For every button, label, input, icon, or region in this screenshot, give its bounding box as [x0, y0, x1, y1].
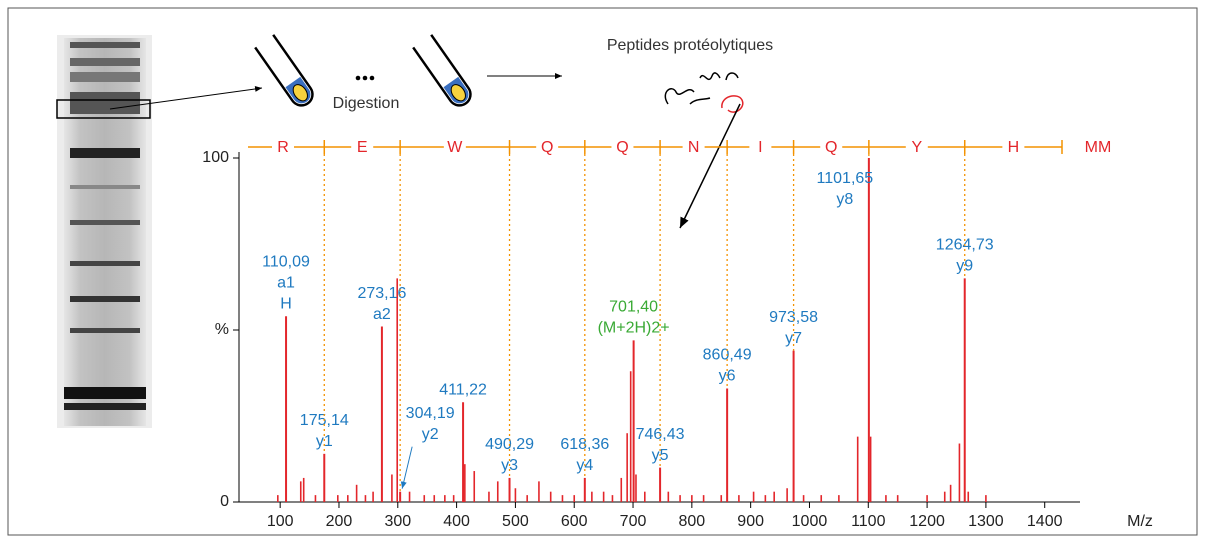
x-tick-label: 1400: [1027, 513, 1063, 530]
y-tick-label: 100: [202, 149, 229, 166]
peak-label: 701,40: [609, 299, 658, 316]
step-label: Digestion: [333, 95, 400, 112]
peak-label: 1101,65: [817, 170, 874, 187]
x-tick-label: 200: [326, 513, 353, 530]
residue: R: [277, 139, 289, 156]
residue: N: [688, 139, 700, 156]
figure: Digestion Peptides protéolytiques 0% 100 1…: [0, 0, 1205, 542]
x-tick-label: 1300: [968, 513, 1004, 530]
peak-label: 110,09: [262, 253, 310, 270]
peak-label: 411,22: [439, 381, 487, 398]
peak-label: 973,58: [769, 309, 818, 326]
residue: W: [447, 139, 463, 156]
x-tick-label: 900: [737, 513, 764, 530]
residue: E: [357, 139, 368, 156]
residue: Y: [911, 139, 922, 156]
residue: Q: [616, 139, 628, 156]
y-tick-label: 0: [220, 493, 229, 510]
peak-label: a1: [277, 274, 295, 291]
sequence-end-label: MM: [1085, 139, 1112, 156]
peak-label: 273,16: [357, 285, 406, 302]
y-tick-label: %: [215, 321, 229, 338]
peak-label: a2: [373, 306, 391, 323]
x-axis-label: M/z: [1127, 513, 1153, 530]
peak-label: 304,19: [406, 405, 455, 422]
residue: H: [1008, 139, 1020, 156]
residue: Q: [541, 139, 553, 156]
peak-label: y2: [422, 426, 439, 443]
peak-label: H: [280, 295, 292, 312]
x-tick-label: 700: [620, 513, 647, 530]
gel: [57, 35, 262, 428]
tube: [413, 35, 475, 110]
leader: [402, 447, 412, 489]
residue: Q: [825, 139, 837, 156]
frame: [8, 8, 1197, 535]
residue: I: [758, 139, 762, 156]
tube: [255, 35, 317, 110]
x-tick-label: 800: [678, 513, 705, 530]
x-tick-label: 1000: [792, 513, 828, 530]
x-tick-label: 1100: [851, 513, 886, 530]
x-tick-label: 500: [502, 513, 529, 530]
x-tick-label: 400: [443, 513, 470, 530]
x-tick-label: 600: [561, 513, 588, 530]
schematic-title: Peptides protéolytiques: [607, 37, 773, 54]
ellipsis: [356, 76, 375, 81]
x-tick-label: 1200: [909, 513, 945, 530]
x-tick-label: 100: [267, 513, 294, 530]
x-tick-label: 300: [384, 513, 411, 530]
peak-label: (M+2H)2+: [598, 320, 670, 337]
peak-label: y8: [836, 191, 853, 208]
